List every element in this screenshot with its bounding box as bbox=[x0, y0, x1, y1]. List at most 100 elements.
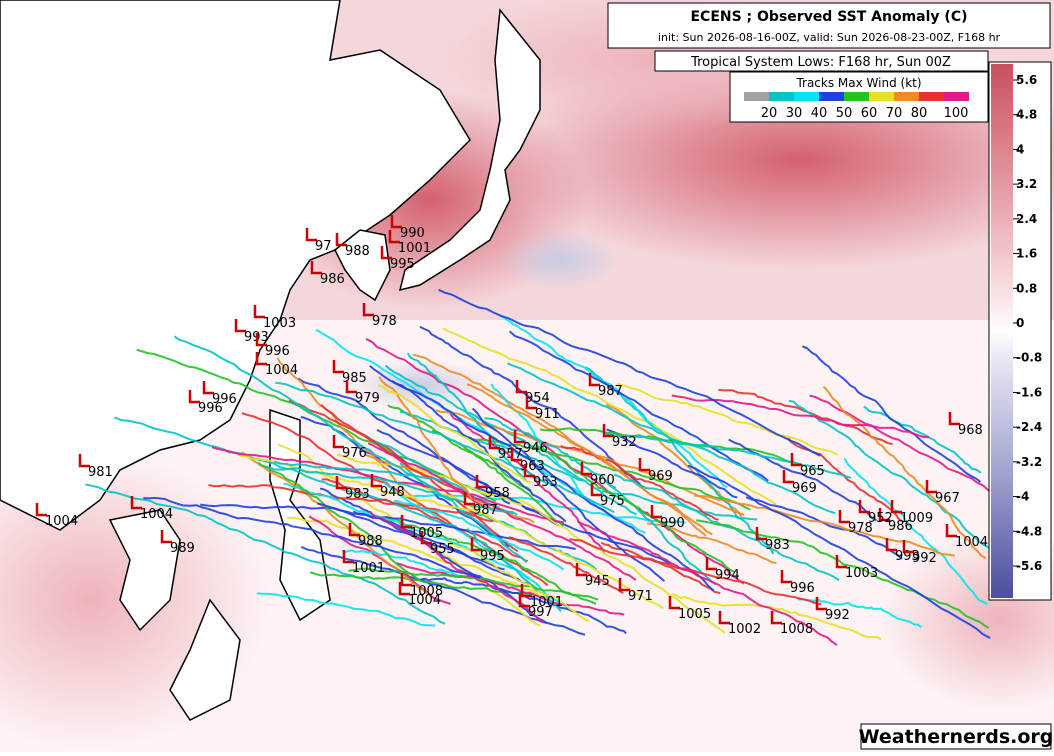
low-marker bbox=[234, 319, 246, 333]
low-pressure: 981 bbox=[88, 465, 113, 480]
track bbox=[507, 362, 836, 515]
low-pressure: 953 bbox=[533, 475, 558, 490]
low-marker bbox=[335, 476, 347, 490]
low-pressure: 987 bbox=[598, 384, 623, 399]
track bbox=[560, 444, 719, 521]
track bbox=[383, 482, 569, 609]
low-marker bbox=[398, 582, 410, 596]
low-marker bbox=[890, 500, 902, 514]
low-marker bbox=[390, 215, 402, 229]
title-box bbox=[607, 2, 1051, 49]
colorbar-label: 1.6 bbox=[1016, 247, 1037, 261]
low-pressure: 952 bbox=[868, 511, 893, 526]
tracks bbox=[85, 288, 993, 646]
japan bbox=[398, 8, 541, 292]
track bbox=[498, 313, 728, 489]
track bbox=[85, 483, 446, 625]
low-pressure: 958 bbox=[485, 486, 510, 501]
wind-swatches bbox=[744, 92, 969, 101]
low-pressure: 976 bbox=[342, 446, 367, 461]
wind-label: 40 bbox=[811, 106, 828, 121]
credit: Weathernerds.org bbox=[859, 726, 1054, 748]
low-pressure: 1003 bbox=[263, 316, 296, 331]
colorbar-label: 0 bbox=[1016, 316, 1024, 330]
low-pressure: 957 bbox=[498, 447, 523, 462]
track bbox=[508, 536, 624, 595]
low-marker bbox=[202, 381, 214, 395]
low-marker bbox=[518, 594, 530, 608]
low-marker bbox=[380, 246, 392, 260]
low-pressure: 978 bbox=[848, 521, 873, 536]
low-marker bbox=[580, 462, 592, 476]
track bbox=[419, 325, 644, 488]
low-pressure: 1003 bbox=[845, 566, 878, 581]
low-marker bbox=[305, 228, 317, 242]
low-marker bbox=[513, 430, 525, 444]
track bbox=[265, 466, 518, 516]
wind-label: 80 bbox=[911, 106, 928, 121]
track bbox=[275, 381, 615, 514]
track bbox=[517, 498, 726, 634]
track bbox=[602, 431, 852, 480]
low-pressure: 969 bbox=[792, 481, 817, 496]
track bbox=[802, 345, 982, 483]
low-marker bbox=[470, 538, 482, 552]
track bbox=[309, 571, 539, 597]
wind-label: 20 bbox=[761, 106, 778, 121]
colorbar-label: 0.8 bbox=[1016, 281, 1037, 295]
track bbox=[435, 409, 745, 516]
low-pressure: 946 bbox=[523, 441, 548, 456]
low-marker bbox=[400, 573, 412, 587]
track bbox=[143, 496, 481, 579]
low-marker bbox=[618, 578, 630, 592]
low-pressure: 987 bbox=[473, 503, 498, 518]
track bbox=[341, 549, 458, 577]
colorbar-label: -1.6 bbox=[1016, 385, 1042, 399]
low-marker bbox=[388, 230, 400, 244]
low-pressure: 1001 bbox=[398, 241, 431, 256]
low-marker bbox=[668, 596, 680, 610]
credit-box bbox=[860, 723, 1052, 750]
low-marker bbox=[575, 563, 587, 577]
track bbox=[348, 567, 599, 601]
track bbox=[604, 479, 717, 586]
colorbar-label: -2.4 bbox=[1016, 420, 1042, 434]
track bbox=[396, 562, 625, 616]
mainland bbox=[0, 0, 471, 531]
low-marker bbox=[488, 436, 500, 450]
track bbox=[297, 377, 511, 505]
low-marker bbox=[332, 360, 344, 374]
track bbox=[378, 376, 473, 501]
low-pressure: 979 bbox=[355, 391, 380, 406]
track bbox=[843, 457, 988, 606]
low-pressure: 1008 bbox=[410, 584, 443, 599]
low-pressure: 996 bbox=[212, 392, 237, 407]
track bbox=[822, 385, 987, 560]
low-pressure: 1001 bbox=[352, 561, 385, 576]
low-marker bbox=[602, 424, 614, 438]
low-pressure: 968 bbox=[958, 423, 983, 438]
track bbox=[375, 514, 597, 605]
track bbox=[617, 382, 838, 456]
wind-label: 100 bbox=[944, 106, 969, 121]
low-pressure: 975 bbox=[600, 494, 625, 509]
low-pressure: 988 bbox=[345, 244, 370, 259]
low-marker bbox=[780, 570, 792, 584]
track bbox=[671, 593, 882, 641]
low-marker bbox=[160, 530, 172, 544]
track bbox=[367, 442, 637, 581]
korea bbox=[334, 229, 391, 302]
low-marker bbox=[515, 380, 527, 394]
track bbox=[601, 490, 758, 521]
low-marker bbox=[400, 515, 412, 529]
low-marker bbox=[510, 448, 522, 462]
track bbox=[647, 522, 777, 564]
low-pressure: 960 bbox=[590, 473, 615, 488]
low-marker bbox=[878, 508, 890, 522]
track bbox=[576, 520, 838, 646]
legend-title: Tropical System Lows: F168 hr, Sun 00Z bbox=[690, 55, 951, 70]
low-pressure: 992 bbox=[825, 608, 850, 623]
track bbox=[466, 383, 707, 537]
low-marker bbox=[925, 480, 937, 494]
